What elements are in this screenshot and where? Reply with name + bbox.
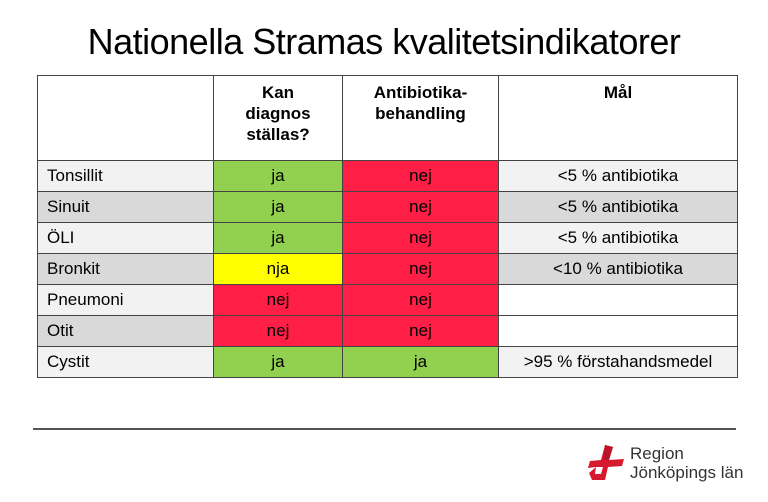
behandling-cell: nej: [342, 253, 499, 285]
condition-name: Sinuit: [37, 191, 214, 223]
logo-line-jonkoping: Jönköpings län: [630, 463, 744, 482]
header-line: diagnos: [245, 104, 311, 123]
goal-cell: [498, 284, 738, 316]
page-title: Nationella Stramas kvalitetsindikatorer: [87, 21, 681, 62]
condition-name: Bronkit: [37, 253, 214, 285]
behandling-cell: nej: [342, 315, 499, 347]
condition-name: ÖLI: [37, 222, 214, 254]
region-cross-logo-icon: [588, 445, 624, 480]
condition-name: Otit: [37, 315, 214, 347]
diagnos-cell: ja: [213, 222, 343, 254]
behandling-cell: nej: [342, 191, 499, 223]
table-row: ÖLI ja nej <5 % antibiotika: [37, 222, 738, 254]
behandling-cell: nej: [342, 284, 499, 316]
table-row: Cystit ja ja >95 % förstahandsmedel: [37, 346, 738, 378]
header-line: Kan: [261, 83, 295, 102]
diagnos-cell: nej: [213, 315, 343, 347]
header-empty: [37, 75, 214, 161]
table-header-row: Kan diagnos ställas? Antibiotika- behand…: [37, 75, 738, 161]
goal-cell: <5 % antibiotika: [498, 222, 738, 254]
header-behandling: Antibiotika- behandling: [342, 75, 499, 161]
footer-divider: [33, 428, 736, 430]
diagnos-cell: nja: [213, 253, 343, 285]
header-line: behandling: [375, 104, 466, 123]
logo-line-region: Region: [630, 444, 684, 463]
diagnos-cell: ja: [213, 191, 343, 223]
table-row: Otit nej nej: [37, 315, 738, 347]
behandling-cell: nej: [342, 160, 499, 192]
goal-cell: <5 % antibiotika: [498, 160, 738, 192]
goal-cell: <5 % antibiotika: [498, 191, 738, 223]
header-line: Mål: [603, 83, 633, 102]
header-diagnos: Kan diagnos ställas?: [213, 75, 343, 161]
diagnos-cell: ja: [213, 160, 343, 192]
goal-cell: [498, 315, 738, 347]
table-row: Sinuit ja nej <5 % antibiotika: [37, 191, 738, 223]
goal-cell: <10 % antibiotika: [498, 253, 738, 285]
header-line: ställas?: [246, 125, 310, 144]
header-line: Antibiotika-: [373, 83, 468, 102]
goal-cell: >95 % förstahandsmedel: [498, 346, 738, 378]
diagnos-cell: ja: [213, 346, 343, 378]
condition-name: Tonsillit: [37, 160, 214, 192]
behandling-cell: nej: [342, 222, 499, 254]
table-row: Pneumoni nej nej: [37, 284, 738, 316]
quality-indicators-table: Kan diagnos ställas? Antibiotika- behand…: [37, 75, 738, 378]
table-row: Bronkit nja nej <10 % antibiotika: [37, 253, 738, 285]
behandling-cell: ja: [342, 346, 499, 378]
header-mal: Mål: [498, 75, 738, 161]
table-row: Tonsillit ja nej <5 % antibiotika: [37, 160, 738, 192]
logo-text: Region Jönköpings län: [630, 444, 743, 482]
condition-name: Pneumoni: [37, 284, 214, 316]
condition-name: Cystit: [37, 346, 214, 378]
diagnos-cell: nej: [213, 284, 343, 316]
